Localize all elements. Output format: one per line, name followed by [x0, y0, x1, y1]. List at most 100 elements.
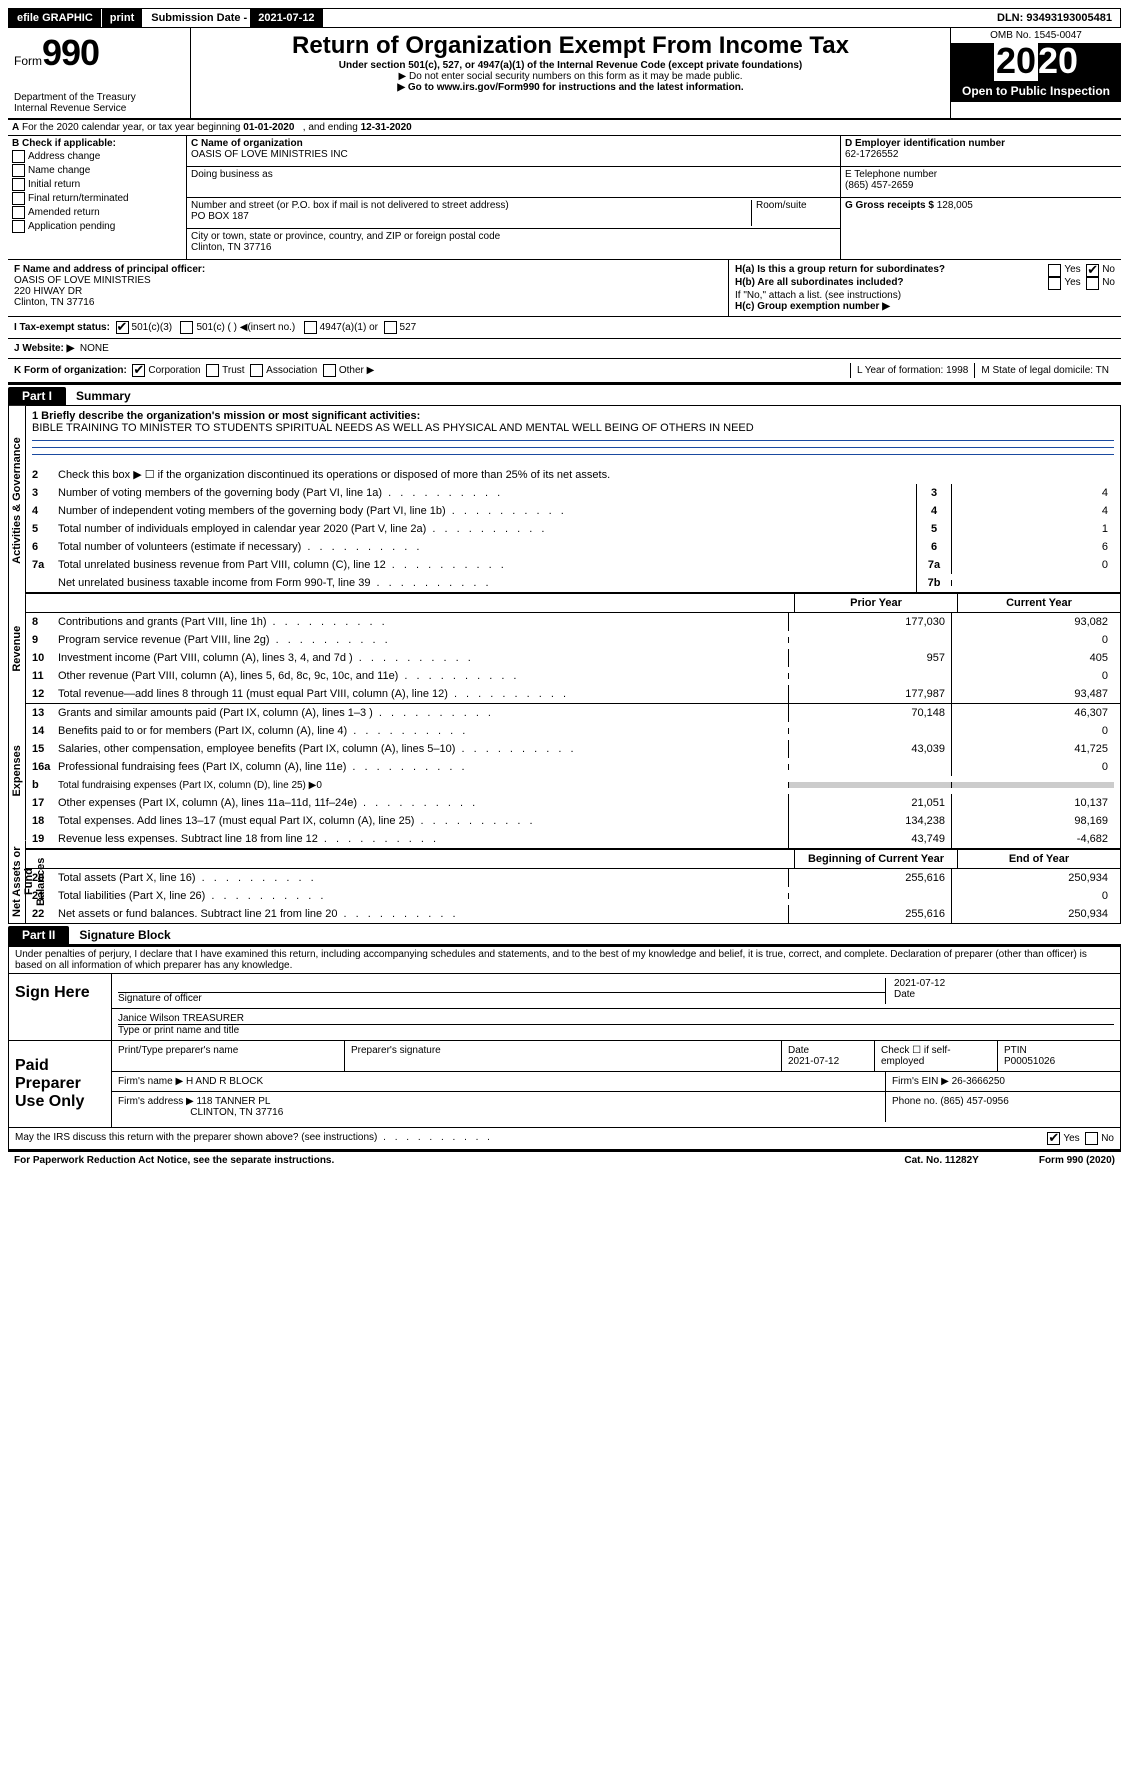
- perjury-text: Under penalties of perjury, I declare th…: [9, 947, 1120, 973]
- discuss-text: May the IRS discuss this return with the…: [15, 1132, 493, 1145]
- row-f-h: F Name and address of principal officer:…: [8, 260, 1121, 317]
- cb-501c3[interactable]: [116, 321, 129, 334]
- briefly-label: 1 Briefly describe the organization's mi…: [32, 410, 1114, 422]
- prep-date: 2021-07-12: [788, 1056, 868, 1067]
- officer-addr2: Clinton, TN 37716: [14, 297, 722, 308]
- table-row: Net unrelated business taxable income fr…: [26, 574, 1120, 592]
- mission-text: BIBLE TRAINING TO MINISTER TO STUDENTS S…: [32, 422, 1114, 434]
- cb-final-return[interactable]: Final return/terminated: [12, 192, 182, 205]
- table-row: 21Total liabilities (Part X, line 26) 0: [26, 887, 1120, 905]
- ha-label: H(a) Is this a group return for subordin…: [735, 264, 1048, 277]
- cb-4947[interactable]: [304, 321, 317, 334]
- table-row: 18Total expenses. Add lines 13–17 (must …: [26, 812, 1120, 830]
- paid-preparer-label: Paid Preparer Use Only: [9, 1041, 112, 1127]
- row-k-form-org: K Form of organization: Corporation Trus…: [8, 359, 1121, 385]
- table-row: 17Other expenses (Part IX, column (A), l…: [26, 794, 1120, 812]
- gross-label: G Gross receipts $: [845, 200, 937, 211]
- table-row: 6Total number of volunteers (estimate if…: [26, 538, 1120, 556]
- tel-label: E Telephone number: [845, 169, 1117, 180]
- block-bcd: B Check if applicable: Address change Na…: [8, 136, 1121, 260]
- subtitle-1: Under section 501(c), 527, or 4947(a)(1)…: [197, 60, 944, 71]
- dba-label: Doing business as: [191, 169, 273, 180]
- dept-treasury: Department of the Treasury Internal Reve…: [14, 92, 184, 114]
- hc-label: H(c) Group exemption number ▶: [735, 301, 1115, 312]
- date-label: Date: [894, 989, 1114, 1000]
- cat-no: Cat. No. 11282Y: [904, 1155, 978, 1166]
- gross-receipts: 128,005: [937, 200, 973, 211]
- firm-ein: 26-3666250: [952, 1076, 1005, 1087]
- row-i-tax-status: I Tax-exempt status: 501(c)(3) 501(c) ( …: [8, 317, 1121, 339]
- telephone: (865) 457-2659: [845, 180, 1117, 191]
- cb-527[interactable]: [384, 321, 397, 334]
- side-expenses: Expenses: [9, 701, 26, 841]
- table-row: 14Benefits paid to or for members (Part …: [26, 722, 1120, 740]
- discuss-yes[interactable]: [1047, 1132, 1060, 1145]
- table-row: 16aProfessional fundraising fees (Part I…: [26, 758, 1120, 776]
- firm-addr2: CLINTON, TN 37716: [190, 1107, 283, 1118]
- cb-name-change[interactable]: Name change: [12, 164, 182, 177]
- hb-no[interactable]: [1086, 277, 1099, 290]
- table-row: 3Number of voting members of the governi…: [26, 484, 1120, 502]
- submission-label: Submission Date - 2021-07-12: [143, 9, 330, 27]
- cb-other[interactable]: [323, 364, 336, 377]
- typed-label: Type or print name and title: [118, 1025, 1114, 1036]
- cb-address-change[interactable]: Address change: [12, 150, 182, 163]
- typed-name: Janice Wilson TREASURER: [118, 1013, 1114, 1025]
- room-suite-label: Room/suite: [751, 200, 836, 226]
- hb-note: If "No," attach a list. (see instruction…: [735, 290, 1115, 301]
- line2-text: Check this box ▶ ☐ if the organization d…: [58, 468, 1114, 481]
- cb-association[interactable]: [250, 364, 263, 377]
- current-year-hdr: Current Year: [957, 594, 1120, 612]
- year-formation: L Year of formation: 1998: [850, 363, 974, 378]
- side-governance: Activities & Governance: [9, 406, 26, 595]
- table-row: 9Program service revenue (Part VIII, lin…: [26, 631, 1120, 649]
- dln: DLN: 93493193005481: [989, 9, 1120, 27]
- hb-label: H(b) Are all subordinates included?: [735, 277, 1048, 290]
- tax-year: 2020: [951, 44, 1121, 80]
- website: NONE: [80, 343, 109, 354]
- open-to-public: Open to Public Inspection: [951, 80, 1121, 102]
- row-j-website: J Website: ▶ NONE: [8, 339, 1121, 359]
- cb-amended-return[interactable]: Amended return: [12, 206, 182, 219]
- org-city: Clinton, TN 37716: [191, 242, 836, 253]
- prep-name-label: Print/Type preparer's name: [112, 1041, 345, 1071]
- cb-application-pending[interactable]: Application pending: [12, 220, 182, 233]
- city-label: City or town, state or province, country…: [191, 231, 836, 242]
- part-i-header: Part I Summary: [8, 387, 1121, 405]
- sign-here-label: Sign Here: [9, 974, 112, 1040]
- cb-corporation[interactable]: [132, 364, 145, 377]
- top-bar: efile GRAPHIC print Submission Date - 20…: [8, 8, 1121, 28]
- self-employed-check[interactable]: Check ☐ if self-employed: [875, 1041, 998, 1071]
- form-header: Form990 Department of the Treasury Inter…: [8, 28, 1121, 120]
- officer-signature[interactable]: [118, 978, 885, 993]
- end-year-hdr: End of Year: [957, 850, 1120, 868]
- ptin: P00051026: [1004, 1056, 1114, 1067]
- cb-initial-return[interactable]: Initial return: [12, 178, 182, 191]
- ha-no[interactable]: [1086, 264, 1099, 277]
- cb-501c[interactable]: [180, 321, 193, 334]
- table-row: 4Number of independent voting members of…: [26, 502, 1120, 520]
- efile-button[interactable]: efile GRAPHIC: [9, 9, 102, 27]
- table-row: 20Total assets (Part X, line 16) 255,616…: [26, 869, 1120, 887]
- cb-trust[interactable]: [206, 364, 219, 377]
- firm-name: H AND R BLOCK: [186, 1076, 263, 1087]
- prior-year-hdr: Prior Year: [794, 594, 957, 612]
- discuss-no[interactable]: [1085, 1132, 1098, 1145]
- ha-yes[interactable]: [1048, 264, 1061, 277]
- table-row: 13Grants and similar amounts paid (Part …: [26, 704, 1120, 722]
- table-row: 7aTotal unrelated business revenue from …: [26, 556, 1120, 574]
- form-ref: Form 990 (2020): [1039, 1155, 1115, 1166]
- org-name-label: C Name of organization: [191, 138, 836, 149]
- hb-yes[interactable]: [1048, 277, 1061, 290]
- print-button[interactable]: print: [102, 9, 143, 27]
- table-row: 15Salaries, other compensation, employee…: [26, 740, 1120, 758]
- table-row: 12Total revenue—add lines 8 through 11 (…: [26, 685, 1120, 703]
- ein-label: D Employer identification number: [845, 138, 1117, 149]
- submission-date: 2021-07-12: [250, 9, 322, 27]
- table-row: 10Investment income (Part VIII, column (…: [26, 649, 1120, 667]
- col-b-checkboxes: B Check if applicable: Address change Na…: [8, 136, 187, 259]
- side-net-assets: Net Assets or Fund Balances: [9, 841, 26, 923]
- addr-label: Number and street (or P.O. box if mail i…: [191, 200, 751, 211]
- sig-date: 2021-07-12: [894, 978, 1114, 989]
- officer-addr1: 220 HIWAY DR: [14, 286, 722, 297]
